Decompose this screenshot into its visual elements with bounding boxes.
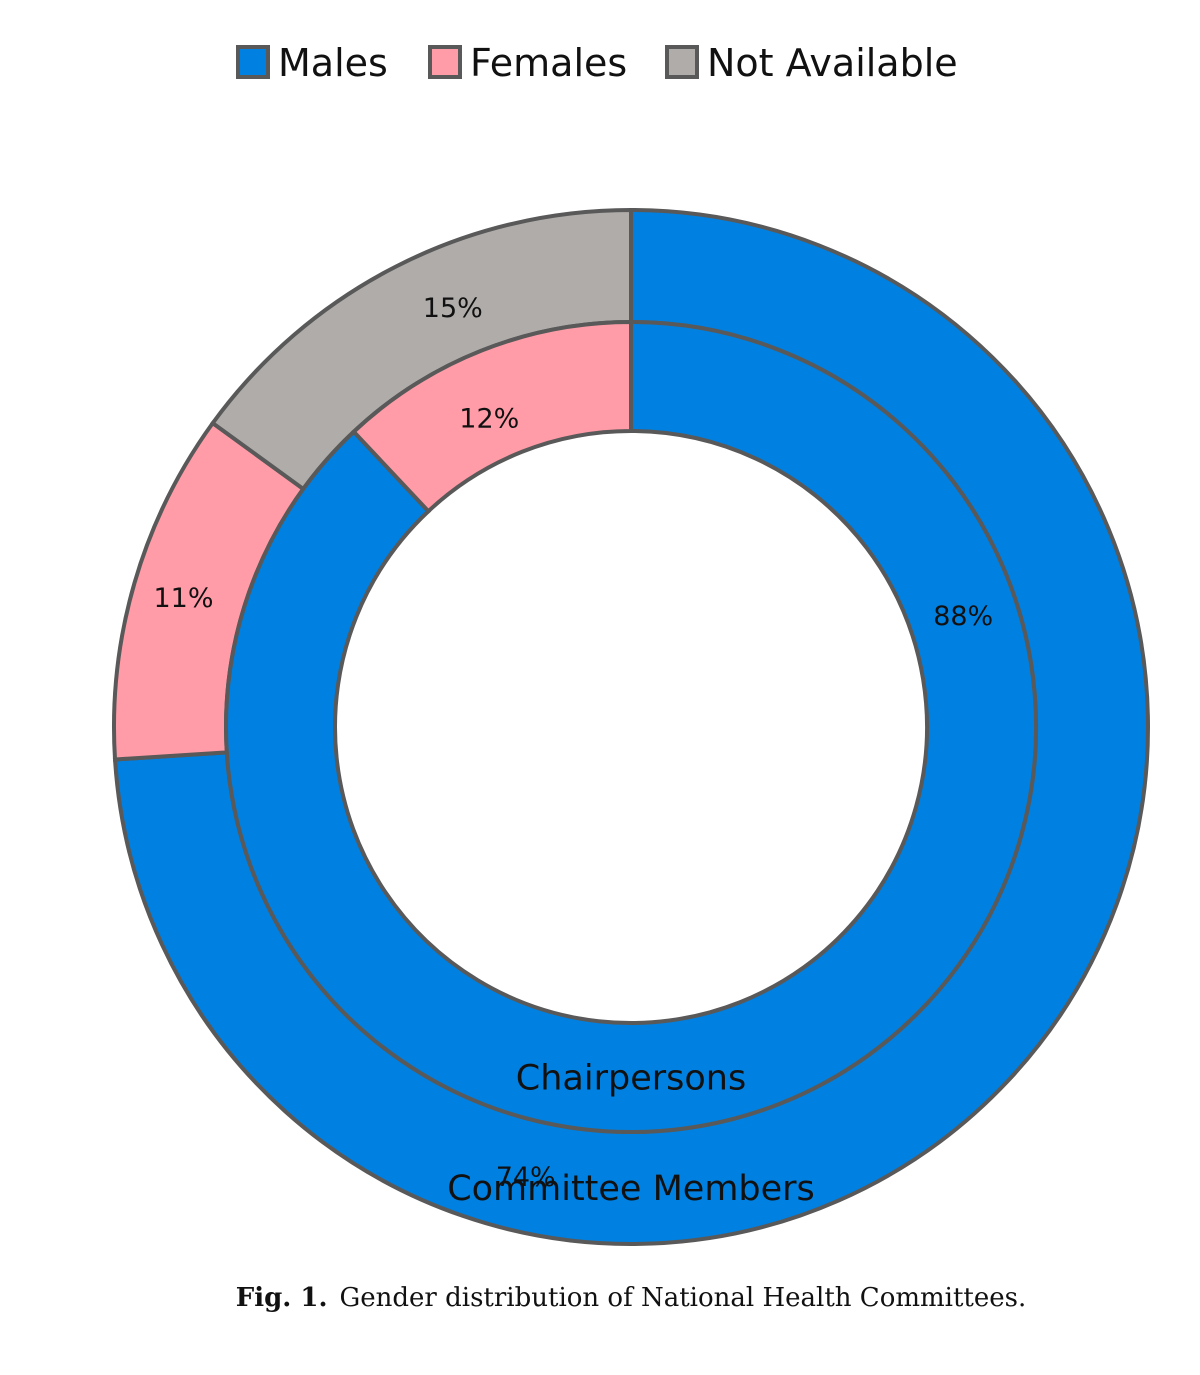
- caption-text: Gender distribution of National Health C…: [339, 1283, 1027, 1313]
- inner-ring-slice-males: [224, 319, 1039, 1134]
- legend-label-males: Males: [278, 41, 388, 85]
- legend-label-not-available: Not Available: [707, 41, 958, 85]
- caption-label: Fig. 1.: [235, 1283, 328, 1313]
- legend-swatch-not-available: [665, 45, 699, 79]
- figure-caption: Fig. 1. Gender distribution of National H…: [0, 1283, 1200, 1313]
- inner-ring-label-males: 88%: [933, 601, 993, 632]
- inner-ring-label-females: 12%: [459, 403, 519, 434]
- chart-legend: Males Females Not Available: [236, 41, 958, 85]
- outer-ring-name-label: Committee Members: [447, 1169, 815, 1209]
- outer-ring-label-females: 11%: [153, 583, 213, 614]
- donut-labels: 74% 11% 15% Committee Members 88% 12% Chairper…: [153, 293, 993, 1209]
- inner-ring-slice-females: [350, 319, 633, 515]
- legend-swatch-males: [236, 45, 270, 79]
- donut-rings: [112, 207, 1150, 1246]
- legend-label-females: Females: [470, 41, 627, 85]
- inner-ring-name-label: Chairpersons: [516, 1059, 746, 1099]
- outer-ring-label-males: 74%: [496, 1162, 556, 1193]
- legend-swatch-females: [428, 45, 462, 79]
- outer-ring-label-not-available: 15%: [423, 293, 483, 324]
